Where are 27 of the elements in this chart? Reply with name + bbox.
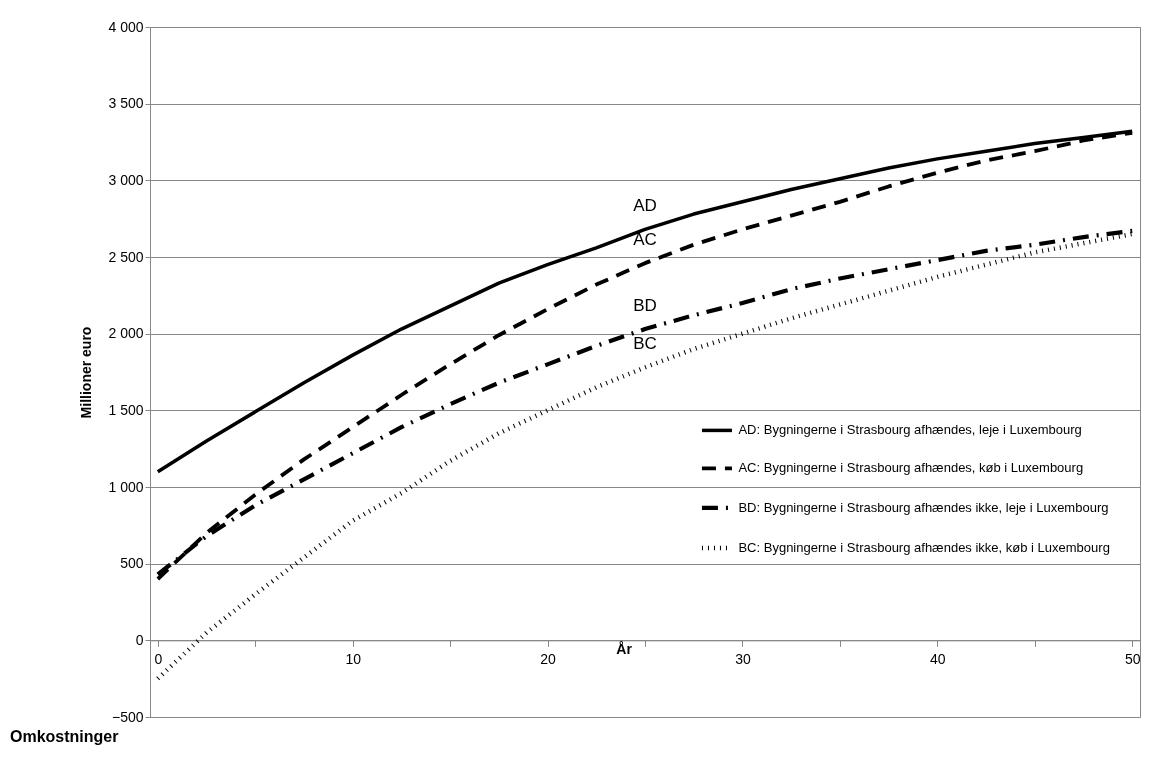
y-tick-label: −500 xyxy=(111,708,144,725)
y-tick-label: 3 500 xyxy=(108,95,144,112)
x-tick-label: 30 xyxy=(735,650,751,667)
annotation: AC xyxy=(633,230,657,250)
y-tick-label: 1 500 xyxy=(108,401,144,418)
y-tick-label: 3 000 xyxy=(108,171,144,188)
legend-label: AD: Bygningerne i Strasbourg afhændes, leje i Luxembourg xyxy=(738,422,1082,438)
text: Omkostninger xyxy=(10,728,119,745)
legend-label: BC: Bygningerne i Strasbourg afhændes ikke, køb i Luxembourg xyxy=(738,539,1110,555)
y-tick-label: 2 500 xyxy=(108,248,144,265)
annotation: BC xyxy=(633,334,657,354)
legend-label: BD: Bygningerne i Strasbourg afhændes ikke, leje i Luxembourg xyxy=(738,499,1109,515)
x-tick-label: 10 xyxy=(345,650,362,667)
annotation: BD xyxy=(633,296,657,316)
legend-label: AC: Bygningerne i Strasbourg afhændes, køb i Luxembourg xyxy=(738,460,1084,476)
y-tick-label: 0 xyxy=(135,631,144,648)
x-tick-label: 0 xyxy=(154,650,163,667)
y-tick-label: 500 xyxy=(120,555,144,572)
annotation: AD xyxy=(633,196,657,216)
x-tick-label: 50 xyxy=(1124,650,1141,667)
y-tick-label: 4 000 xyxy=(108,18,144,35)
x-tick-label: 40 xyxy=(930,650,946,667)
y-tick-label: 1 000 xyxy=(108,478,144,495)
y-axis-title: Millioner euro xyxy=(78,326,95,419)
x-axis-title: År xyxy=(616,640,633,657)
y-tick-label: 2 000 xyxy=(108,325,144,342)
x-tick-label: 20 xyxy=(540,650,557,667)
